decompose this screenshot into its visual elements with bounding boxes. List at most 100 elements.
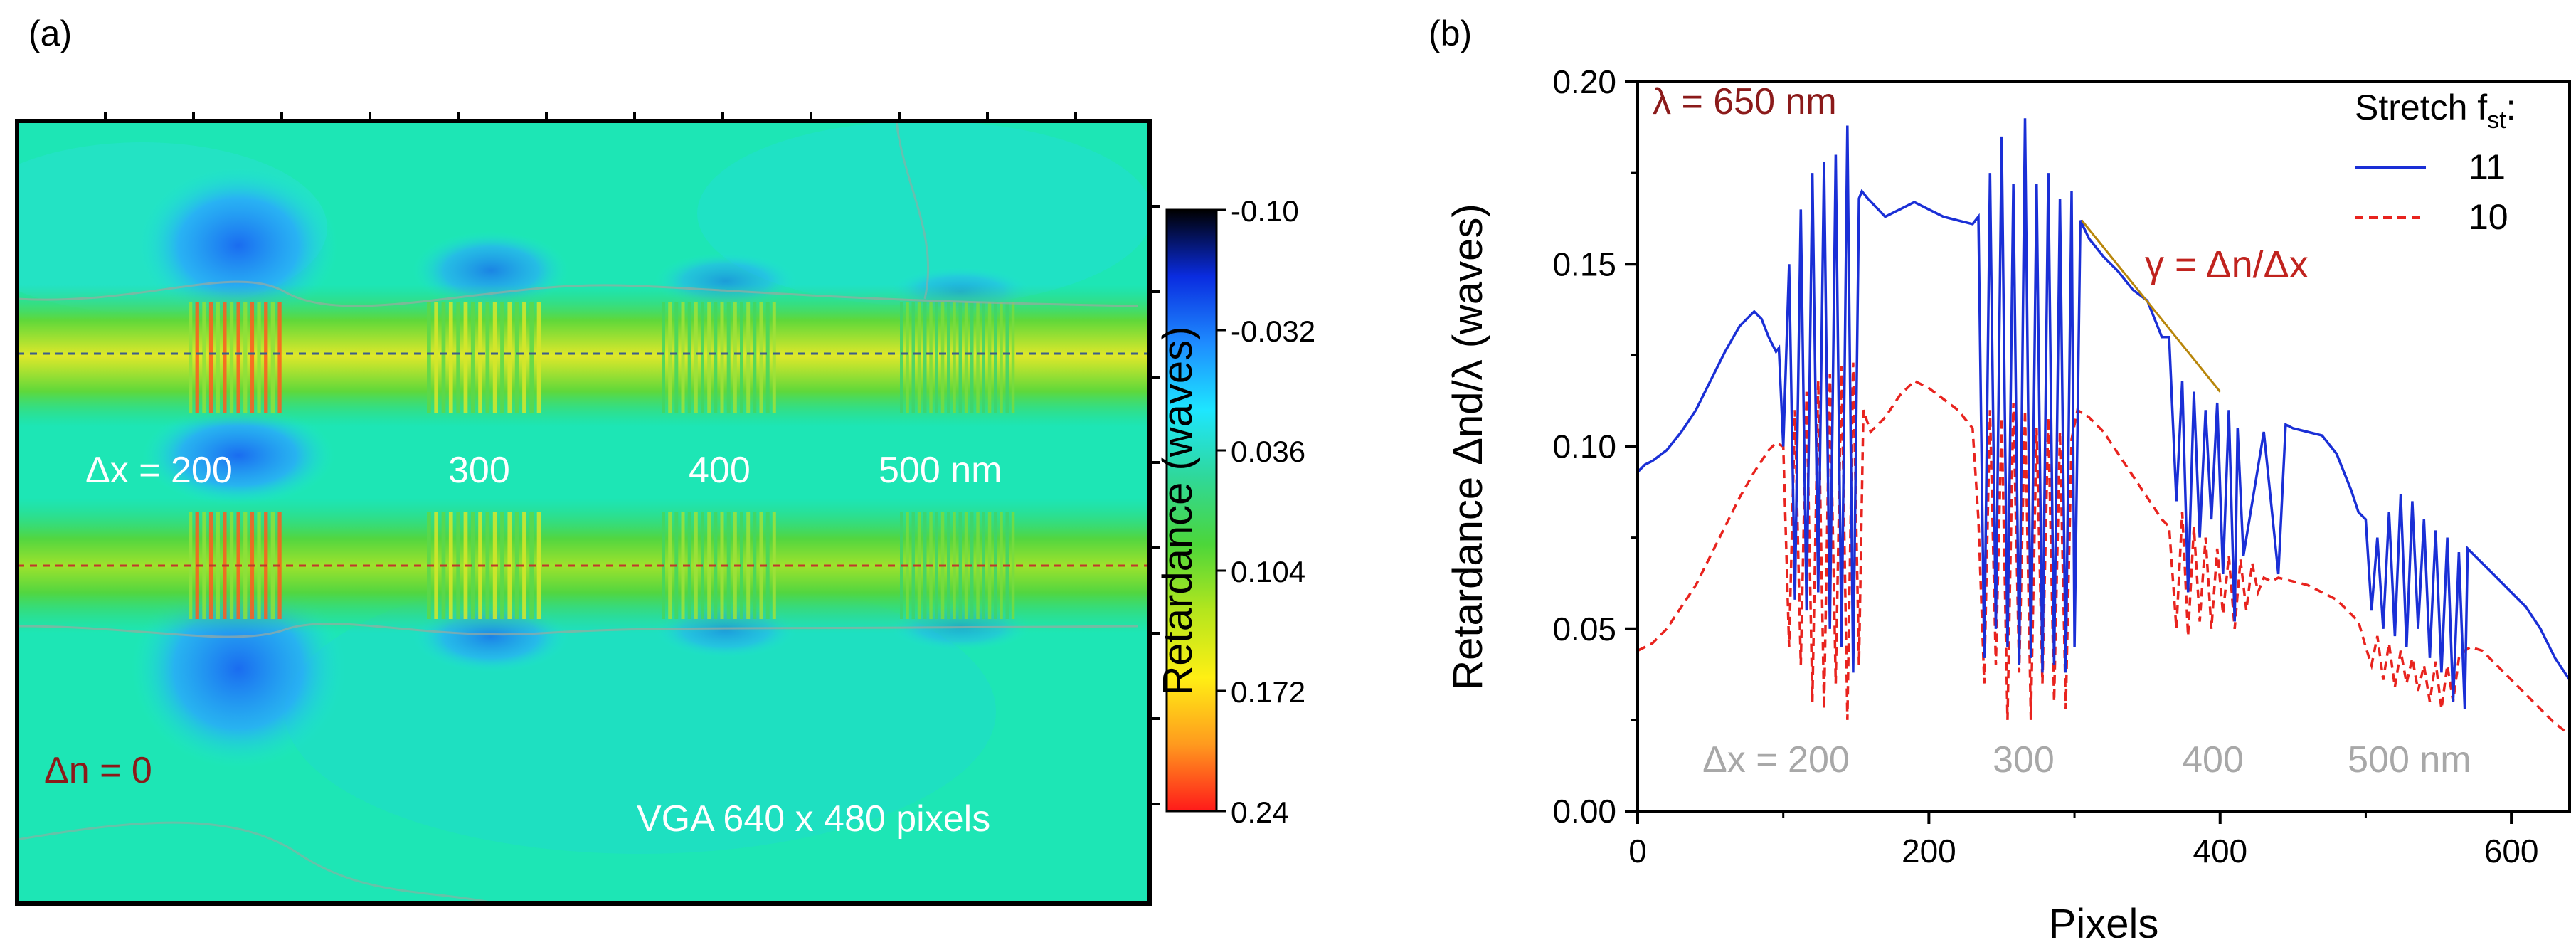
grating-stripe	[500, 302, 504, 413]
plot-grating-label: Δx = 200	[1702, 739, 1850, 781]
grating-stripe	[470, 302, 475, 413]
grating-stripe	[765, 512, 770, 619]
gamma-slope-line	[2081, 219, 2221, 393]
colorbar-tick-label: 0.036	[1231, 435, 1305, 468]
wavelength-label: λ = 650 nm	[1653, 81, 1837, 122]
grating-stripe	[917, 302, 921, 413]
y-tick-label: 0.20	[1552, 63, 1616, 100]
grating-stripe	[448, 302, 453, 413]
map-field	[17, 121, 1150, 904]
grating-stripe	[668, 512, 672, 619]
grating-stripe	[935, 512, 938, 619]
grating-stripe	[1011, 302, 1015, 413]
grating-stripe	[687, 302, 691, 413]
grating-stripe	[662, 302, 665, 413]
grating-stripe	[257, 302, 261, 413]
colorbar	[1165, 208, 1218, 813]
grating-stripe	[746, 302, 751, 413]
grating-stripe	[772, 302, 776, 413]
grating-stripe	[982, 302, 985, 413]
grating-stripe	[470, 512, 475, 619]
grating-stripe	[694, 302, 698, 413]
grating-stripe	[427, 302, 431, 413]
grating-stripe	[958, 302, 962, 413]
delta-n-zero-label: Δn = 0	[44, 750, 152, 791]
plot-grating-label: 300	[1993, 739, 2055, 781]
grating-stripe	[507, 302, 512, 413]
grating-stripe	[681, 302, 685, 413]
grating-stripe	[953, 302, 956, 413]
grating-stripe	[668, 302, 672, 413]
grating-stripe	[270, 512, 275, 619]
grating-stripe	[250, 302, 255, 413]
y-axis-label: Retardance Δnd/λ (waves)	[1445, 203, 1491, 689]
grating-stripe	[536, 302, 541, 413]
y-tick-label: 0.10	[1552, 428, 1616, 465]
map-grating-label-400: 400	[689, 450, 751, 491]
panel-b-label: (b)	[1429, 14, 1472, 53]
plot-grating-label: 500 nm	[2348, 739, 2471, 781]
colorbar-tick-label: 0.24	[1231, 795, 1289, 829]
grating-stripe	[202, 512, 206, 619]
grating-stripe	[522, 512, 526, 619]
grating-stripe	[463, 302, 468, 413]
grating-stripe	[987, 512, 992, 619]
grating-stripe	[765, 302, 770, 413]
grating-stripe	[674, 302, 679, 413]
y-tick-label: 0.00	[1552, 793, 1616, 830]
grating-stripe	[1005, 302, 1009, 413]
grating-stripe	[753, 512, 757, 619]
y-tick-label: 0.05	[1552, 610, 1616, 647]
grating-stripe	[492, 302, 497, 413]
grating-stripe	[243, 512, 248, 619]
grating-stripe	[270, 302, 275, 413]
grating-stripe	[707, 302, 711, 413]
grating-stripe	[947, 512, 950, 619]
grating-stripe	[733, 302, 737, 413]
grating-stripe	[229, 302, 234, 413]
retardance-map-panel: Δx = 200 300 400 500 nm Δn = 0 VGA 640 x…	[15, 112, 1315, 906]
series-11-line	[1638, 118, 2570, 709]
legend-title: Stretch fst:	[2355, 88, 2516, 134]
grating-stripe	[701, 302, 704, 413]
grating-stripe	[1000, 302, 1003, 413]
grating-stripe	[536, 512, 541, 619]
grating-stripe	[448, 512, 453, 619]
grating-stripe	[994, 302, 997, 413]
series-10-line	[1638, 362, 2570, 736]
grating-stripe	[478, 302, 482, 413]
grating-stripe	[189, 302, 193, 413]
colorbar-tick-label: 0.104	[1231, 555, 1305, 588]
grating-stripe	[970, 302, 974, 413]
vga-resolution-label: VGA 640 x 480 pixels	[637, 798, 990, 840]
grating-stripe	[923, 302, 927, 413]
map-grating-label-300: 300	[448, 450, 510, 491]
x-tick-label: 200	[1902, 832, 1956, 869]
grating-stripe	[195, 302, 199, 413]
colorbar-ticks: -0.10 -0.032 0.036 0.104 0.172 0.24	[1217, 194, 1315, 829]
grating-stripe	[726, 302, 731, 413]
grating-stripe	[935, 302, 938, 413]
plot-axes: 0 200 400 600 0.00 0.05 0.10 0.15 0.20	[1552, 63, 2538, 869]
grating-stripe	[223, 302, 227, 413]
grating-stripe	[216, 512, 220, 619]
grating-stripe	[947, 302, 950, 413]
grating-stripe	[714, 302, 718, 413]
grating-stripe	[500, 512, 504, 619]
x-tick-label: 600	[2484, 832, 2539, 869]
grating-stripe	[929, 302, 933, 413]
grating-stripe	[216, 302, 220, 413]
x-axis-label: Pixels	[2049, 901, 2159, 947]
grating-stripe	[257, 512, 261, 619]
grating-stripe	[759, 302, 763, 413]
grating-stripe	[1000, 512, 1003, 619]
grating-stripe	[911, 302, 915, 413]
map-grating-label-500: 500 nm	[879, 450, 1002, 491]
grating-stripe	[522, 302, 526, 413]
grating-stripe	[514, 302, 519, 413]
plot-grating-labels: Δx = 200 300 400 500 nm	[1702, 739, 2471, 781]
colorbar-tick-label: 0.172	[1231, 675, 1305, 709]
grating-stripe	[264, 302, 268, 413]
grating-stripe	[434, 512, 438, 619]
